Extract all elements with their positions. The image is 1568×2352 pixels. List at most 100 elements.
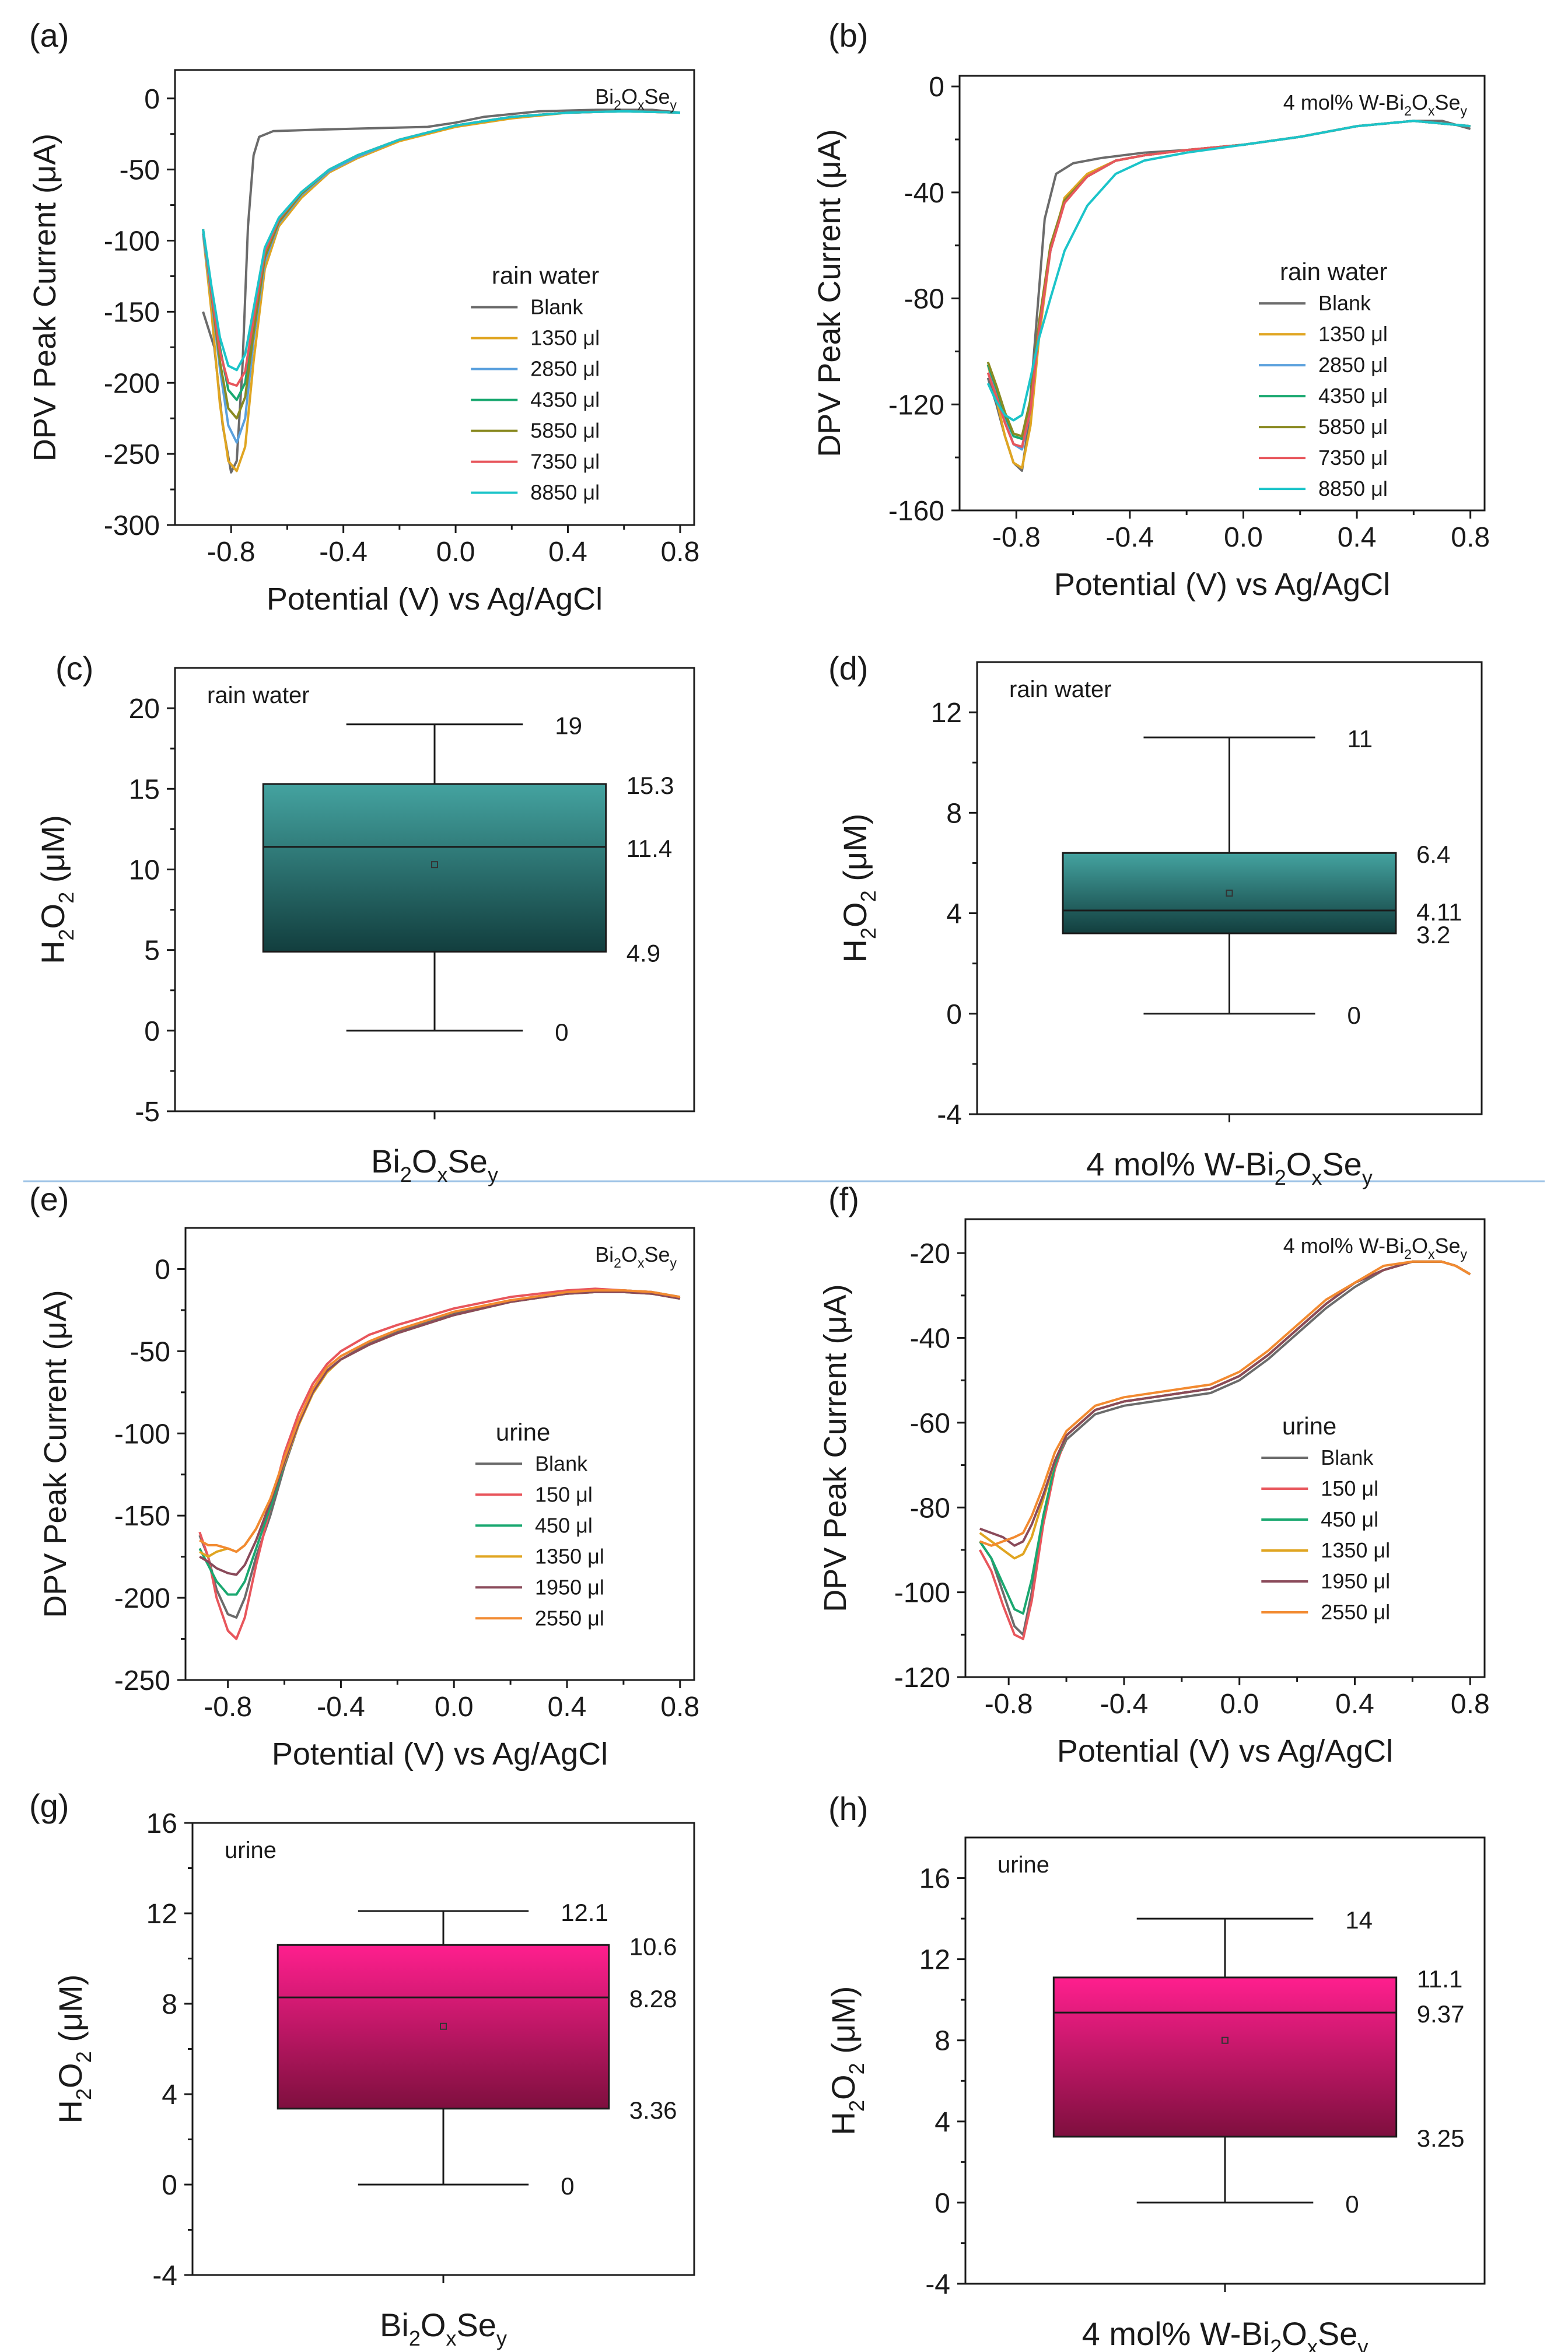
y-tick-label: -250 xyxy=(104,439,160,470)
panel-f: (f) -0.8 -0.4 0.0 0.4 0.8 -20 -40 -60 -80 -100 -120… xyxy=(818,1181,1490,1769)
x-axis-label: Bi2OxSey xyxy=(380,2306,507,2350)
sample-label: urine xyxy=(225,1838,276,1863)
q1-value-label: 3.36 xyxy=(629,2096,677,2124)
x-tick-label: -0.4 xyxy=(317,1692,365,1723)
y-axis-label: DPV Peak Current (μA) xyxy=(812,129,847,457)
series-line-5 xyxy=(979,1260,1471,1547)
legend-title: urine xyxy=(1282,1412,1336,1440)
legend-title: rain water xyxy=(1280,258,1387,285)
x-tick-label: -0.4 xyxy=(1100,1689,1149,1720)
y-axis-label: DPV Peak Current (μA) xyxy=(818,1284,853,1612)
q3-value-label: 6.4 xyxy=(1416,841,1450,868)
y-tick-label: 20 xyxy=(129,694,160,724)
median-value-label: 8.28 xyxy=(629,1985,677,2013)
x-tick-label: 0.4 xyxy=(1335,1689,1374,1720)
y-tick-label: 4 xyxy=(162,2080,177,2110)
median-value-label: 9.37 xyxy=(1417,2000,1465,2028)
legend-label-2: 2850 μl xyxy=(1318,353,1388,377)
y-tick-label: 15 xyxy=(129,774,160,805)
panel-h: (h) -4 0 4 8 12 16 14 0 11.1 9.37 3.25 urine 4 mol% W… xyxy=(825,1790,1486,2352)
min-value-label: 0 xyxy=(555,1019,568,1046)
y-tick-label: -160 xyxy=(888,496,944,527)
panel-label: (f) xyxy=(828,1181,859,1217)
legend-label-5: 2550 μl xyxy=(1321,1600,1390,1624)
x-tick-label: 0.8 xyxy=(1451,1689,1490,1720)
y-tick-label: 4 xyxy=(935,2107,950,2138)
x-axis-label: Potential (V) vs Ag/AgCl xyxy=(1054,567,1390,602)
y-tick-label: 0 xyxy=(144,84,160,115)
series-line-4 xyxy=(979,1260,1471,1547)
y-tick-label: -150 xyxy=(104,297,160,328)
series-line-1 xyxy=(198,1287,681,1640)
legend-label-5: 7350 μl xyxy=(530,450,600,474)
x-tick-label: -0.8 xyxy=(985,1689,1033,1720)
x-axis-label: 4 mol% W-Bi2OxSey xyxy=(1086,1146,1373,1189)
legend-label-4: 1950 μl xyxy=(535,1575,604,1599)
legend-label-6: 8850 μl xyxy=(530,481,600,505)
x-tick-label: 0.8 xyxy=(1451,522,1490,553)
sample-label: urine xyxy=(998,1852,1049,1878)
legend-label-1: 150 μl xyxy=(1321,1476,1378,1500)
mean-marker xyxy=(431,861,438,869)
x-tick-label: 0.8 xyxy=(661,537,700,568)
y-tick-label: -80 xyxy=(910,1493,950,1524)
legend-label-0: Blank xyxy=(530,295,583,319)
y-tick-label: 16 xyxy=(919,1864,950,1895)
panel-e: (e) -0.8 -0.4 0.0 0.4 0.8 0 -50 -100 -150 -200 -250… xyxy=(29,1181,699,1772)
min-value-label: 0 xyxy=(1345,2190,1359,2218)
x-axis-label: Potential (V) vs Ag/AgCl xyxy=(272,1737,608,1772)
y-tick-label: -40 xyxy=(910,1324,950,1354)
q1-value-label: 3.2 xyxy=(1416,921,1450,949)
y-tick-label: 0 xyxy=(155,1254,170,1285)
panel-g: (g) -4 0 4 8 12 16 12.1 0 10.6 8.28 3.36 urine Bi2OxS… xyxy=(29,1787,695,2350)
series-line-6 xyxy=(986,120,1471,422)
plot-frame xyxy=(958,75,1486,512)
y-tick-label: 0 xyxy=(935,2188,950,2219)
legend-label-5: 7350 μl xyxy=(1318,446,1388,470)
y-axis-label: H2O2 (μM) xyxy=(52,1975,96,2124)
legend-label-3: 1350 μl xyxy=(535,1544,604,1568)
legend-label-6: 8850 μl xyxy=(1318,477,1388,501)
y-tick-label: 0 xyxy=(144,1016,160,1047)
legend-label-2: 450 μl xyxy=(535,1513,593,1537)
y-tick-label: -5 xyxy=(135,1097,160,1128)
x-tick-label: 0.0 xyxy=(436,537,475,568)
y-tick-label: -50 xyxy=(130,1336,170,1367)
series-line-1 xyxy=(202,110,680,473)
max-value-label: 12.1 xyxy=(561,1899,608,1926)
y-tick-label: -150 xyxy=(114,1501,170,1532)
panel-label: (h) xyxy=(828,1790,868,1827)
legend-label-4: 5850 μl xyxy=(1318,415,1388,439)
q1-value-label: 3.25 xyxy=(1417,2124,1465,2152)
y-tick-label: 8 xyxy=(935,2026,950,2057)
x-tick-label: -0.8 xyxy=(992,522,1041,553)
panel-label: (g) xyxy=(29,1787,69,1824)
y-tick-label: -100 xyxy=(104,226,160,257)
y-tick-label: 0 xyxy=(162,2170,177,2201)
x-axis-label: 4 mol% W-Bi2OxSey xyxy=(1082,2315,1368,2352)
median-value-label: 11.4 xyxy=(626,835,673,862)
x-tick-label: 0.4 xyxy=(548,537,587,568)
y-tick-label: -50 xyxy=(120,155,160,186)
y-tick-label: 8 xyxy=(162,1989,177,2020)
legend-title: urine xyxy=(496,1418,550,1446)
x-tick-label: -0.8 xyxy=(204,1692,252,1723)
x-axis-label: Bi2OxSey xyxy=(371,1143,498,1186)
legend-label-0: Blank xyxy=(535,1451,588,1475)
y-tick-label: -4 xyxy=(937,1100,962,1130)
legend-label-1: 1350 μl xyxy=(530,326,600,350)
legend-label-3: 1350 μl xyxy=(1321,1538,1390,1562)
x-tick-label: 0.4 xyxy=(548,1692,587,1723)
legend-label-3: 4350 μl xyxy=(530,388,600,412)
y-tick-label: -20 xyxy=(910,1238,950,1269)
plot-frame xyxy=(964,1218,1486,1678)
panel-b: (b) -0.8 -0.4 0.0 0.4 0.8 0 -40 -80 -120 -160 4 mol… xyxy=(812,17,1490,602)
x-axis-label: Potential (V) vs Ag/AgCl xyxy=(267,582,603,617)
mean-marker xyxy=(1222,2036,1228,2044)
max-value-label: 19 xyxy=(555,712,582,740)
series-line-4 xyxy=(199,1290,681,1576)
x-tick-label: 0.4 xyxy=(1338,522,1377,553)
median-value-label: 4.11 xyxy=(1416,898,1462,926)
y-tick-label: 12 xyxy=(146,1899,177,1930)
